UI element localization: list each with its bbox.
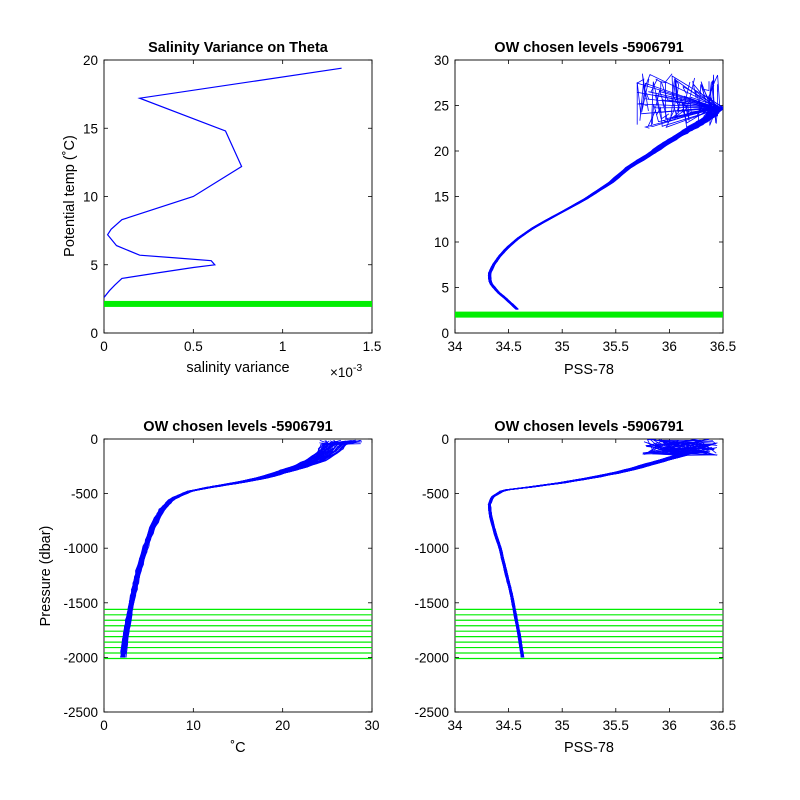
y-tick-label: 0 [441, 326, 449, 341]
y-tick-label: 5 [90, 258, 98, 273]
profile-line [488, 81, 715, 310]
y-tick-label: 0 [90, 432, 98, 447]
x-tick-label: 0 [100, 718, 108, 733]
panel-3-plot [104, 439, 372, 660]
x-tick-label: 0 [100, 339, 108, 354]
panel-3-ticks: 0 10 20 30 0 -500 -1000 -1500 -2000 -2500 [63, 432, 379, 733]
panel-2-plot [455, 73, 723, 318]
y-tick-label: 5 [441, 281, 449, 296]
y-tick-label: -500 [71, 487, 98, 502]
y-tick-label: -2000 [63, 650, 98, 665]
x-tick-label: 1 [279, 339, 287, 354]
y-tick-label: 20 [83, 53, 98, 68]
x-tick-label: 34 [447, 339, 463, 354]
chosen-level-band [455, 311, 723, 318]
x-tick-label: 30 [364, 718, 379, 733]
panel-4-frame [454, 438, 724, 713]
y-tick-label: 15 [434, 190, 449, 205]
x-tick-label: 34.5 [495, 339, 521, 354]
y-tick-label: -2000 [414, 650, 449, 665]
panel-1-plot [104, 67, 372, 307]
panel-1-x-exponent: ×10-3 [330, 362, 362, 380]
x-tick-label: 35.5 [603, 718, 629, 733]
panel-1-frame [103, 59, 373, 334]
panel-theta-salinity: OW chosen levels -5906791 PSS-78 34 34.5 3… [434, 40, 736, 378]
y-tick-label: 15 [83, 121, 98, 136]
panel-salinity-variance: Salinity Variance on Theta salinity vari… [62, 40, 381, 380]
profile-line [489, 74, 722, 310]
y-tick-label: -500 [422, 487, 449, 502]
x-tick-label: 36 [662, 339, 677, 354]
x-tick-label: 35 [555, 339, 570, 354]
y-tick-label: 25 [434, 99, 449, 114]
x-tick-label: 34.5 [495, 718, 521, 733]
x-tick-label: 1.5 [363, 339, 382, 354]
y-tick-label: -2500 [63, 705, 98, 720]
panel-1-ylabel: Potential temp (˚C) [62, 135, 78, 257]
panel-pressure-temperature: OW chosen levels -5906791 ˚C Pressure (d… [38, 419, 380, 756]
panel-4-xlabel: PSS-78 [564, 740, 614, 756]
profile-line [488, 450, 715, 658]
y-tick-label: 0 [90, 326, 98, 341]
panel-3-frame [103, 438, 373, 713]
y-tick-label: 0 [441, 432, 449, 447]
panel-4-plot [455, 439, 723, 660]
panel-3-xlabel: ˚C [230, 740, 245, 756]
y-tick-label: 10 [83, 190, 98, 205]
panel-3-ylabel: Pressure (dbar) [38, 526, 54, 627]
y-tick-label: 20 [434, 144, 449, 159]
x-tick-label: 34 [447, 718, 463, 733]
y-tick-label: -1500 [63, 596, 98, 611]
profile-line [120, 443, 332, 658]
y-tick-label: -1000 [63, 541, 98, 556]
x-tick-label: 10 [186, 718, 201, 733]
x-tick-label: 36.5 [710, 718, 736, 733]
x-tick-label: 36.5 [710, 339, 736, 354]
x-tick-label: 35 [555, 718, 570, 733]
panel-2-xlabel: PSS-78 [564, 362, 614, 378]
panel-pressure-salinity: OW chosen levels -5906791 PSS-78 34 34.5 3… [414, 419, 736, 756]
panel-1-xlabel: salinity variance [186, 360, 289, 376]
profile-line [489, 439, 688, 658]
profile-line [120, 441, 335, 658]
y-tick-label: 10 [434, 235, 449, 250]
y-tick-label: -2500 [414, 705, 449, 720]
panel-3-title: OW chosen levels -5906791 [143, 419, 332, 435]
y-tick-label: -1000 [414, 541, 449, 556]
panel-2-ticks: 34 34.5 35 35.5 36 36.5 0 5 10 15 20 25 30 [434, 53, 736, 354]
y-tick-label: 30 [434, 53, 449, 68]
panel-4-ticks: 34 34.5 35 35.5 36 36.5 0 -500 -1000 -1500 -2000 -2… [414, 432, 736, 733]
y-tick-label: -1500 [414, 596, 449, 611]
profile-line [123, 440, 353, 658]
x-tick-label: 20 [275, 718, 290, 733]
x-tick-label: 35.5 [603, 339, 629, 354]
panel-2-title: OW chosen levels -5906791 [494, 40, 683, 56]
panel-1-ticks: 0 0.5 1 1.5 0 5 10 15 20 [83, 53, 381, 354]
x-tick-label: 0.5 [184, 339, 203, 354]
x-tick-label: 36 [662, 718, 677, 733]
chosen-level-band [104, 300, 372, 307]
variance-line [104, 67, 342, 298]
panel-4-title: OW chosen levels -5906791 [494, 419, 683, 435]
panel-1-title: Salinity Variance on Theta [148, 40, 329, 56]
